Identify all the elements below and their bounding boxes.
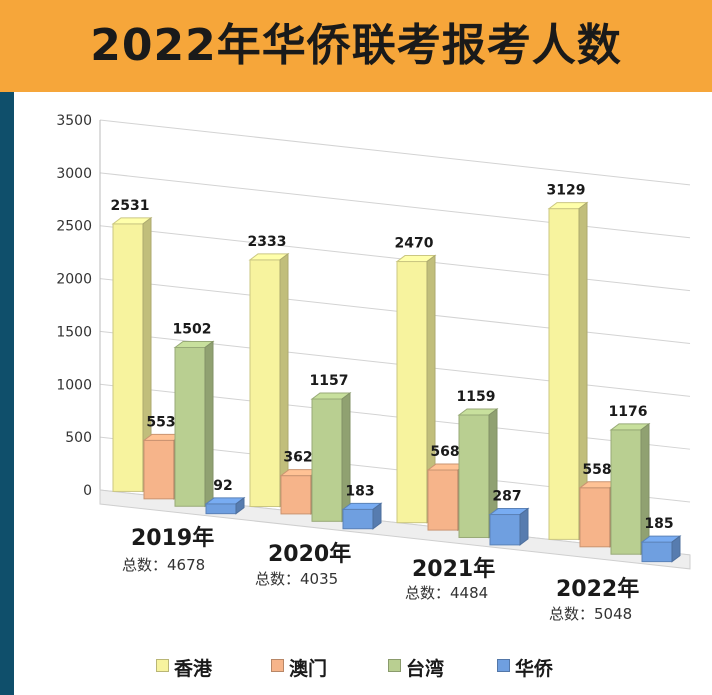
bar-chart: 0 500 1000 1500 2000 2500 3000 3500 2531 2333 247… — [56, 113, 691, 570]
chart-bars — [111, 201, 682, 563]
category-label: 2021年 — [412, 557, 496, 582]
bar-香港-2019年 — [111, 216, 153, 493]
y-tick-label: 3500 — [56, 113, 92, 129]
data-label: 2333 — [248, 234, 287, 250]
y-tick-label: 2000 — [56, 272, 92, 288]
chart-title: 2022年华侨联考报考人数 — [90, 20, 622, 71]
title-banner: 2022年华侨联考报考人数 — [0, 0, 712, 92]
bar-华侨-2021年 — [488, 507, 530, 546]
bar-台湾-2022年 — [609, 422, 651, 556]
data-label: 287 — [492, 489, 521, 505]
legend-swatch — [156, 659, 169, 672]
bar-香港-2022年 — [547, 201, 589, 541]
y-tick-label: 500 — [65, 430, 92, 446]
category-label: 2019年 — [131, 526, 215, 551]
legend-label: 澳门 — [289, 658, 328, 680]
bar-台湾-2020年 — [310, 392, 352, 523]
bar-香港-2020年 — [248, 252, 290, 508]
gridline-2500 — [99, 225, 691, 292]
bar-香港-2021年 — [395, 254, 437, 524]
total-label: 总数：4484 — [405, 584, 489, 602]
bar-华侨-2022年 — [640, 535, 682, 563]
data-label: 92 — [213, 478, 232, 494]
bar-华侨-2020年 — [341, 502, 383, 530]
y-axis: 0 500 1000 1500 2000 2500 3000 3500 — [56, 113, 691, 570]
gridline-3500 — [99, 119, 691, 186]
data-label: 568 — [430, 444, 459, 460]
bar-台湾-2021年 — [457, 407, 499, 539]
data-label: 2470 — [395, 236, 434, 252]
data-label: 183 — [345, 483, 374, 499]
bar-华侨-2019年 — [204, 496, 246, 515]
category-label: 2022年 — [556, 577, 640, 602]
bar-台湾-2019年 — [173, 340, 215, 508]
chart-data-labels: 2531 2333 2470 3129 553 362 568 558 1502 1157 1159… — [111, 183, 674, 532]
y-tick-label: 3000 — [56, 166, 92, 182]
legend-swatch — [388, 659, 401, 672]
legend-label: 台湾 — [406, 658, 445, 680]
total-label: 总数：5048 — [549, 605, 633, 623]
data-label: 1176 — [609, 404, 648, 420]
data-label: 558 — [582, 462, 611, 478]
total-label: 总数：4678 — [122, 556, 206, 574]
data-label: 1157 — [310, 373, 349, 389]
legend-swatch — [497, 659, 510, 672]
data-label: 1502 — [173, 321, 212, 337]
data-label: 362 — [283, 450, 312, 466]
category-label: 2020年 — [268, 542, 352, 567]
gridline-2000 — [99, 278, 691, 344]
data-label: 2531 — [111, 198, 150, 214]
side-accent-bar — [0, 92, 14, 695]
data-label: 3129 — [547, 183, 586, 199]
data-label: 1159 — [457, 389, 496, 405]
gridline-3000 — [99, 172, 691, 239]
total-label: 总数：4035 — [255, 570, 339, 588]
y-tick-label: 2500 — [56, 219, 92, 235]
legend-label: 香港 — [174, 658, 213, 680]
data-label: 185 — [644, 516, 673, 532]
data-label: 553 — [146, 414, 175, 430]
y-tick-label: 1500 — [56, 324, 92, 340]
legend-label: 华侨 — [515, 658, 554, 680]
legend: 香港 澳门 台湾 华侨 — [0, 648, 712, 680]
y-tick-label: 1000 — [56, 377, 92, 393]
legend-swatch — [271, 659, 284, 672]
y-tick-label: 0 — [83, 483, 92, 499]
